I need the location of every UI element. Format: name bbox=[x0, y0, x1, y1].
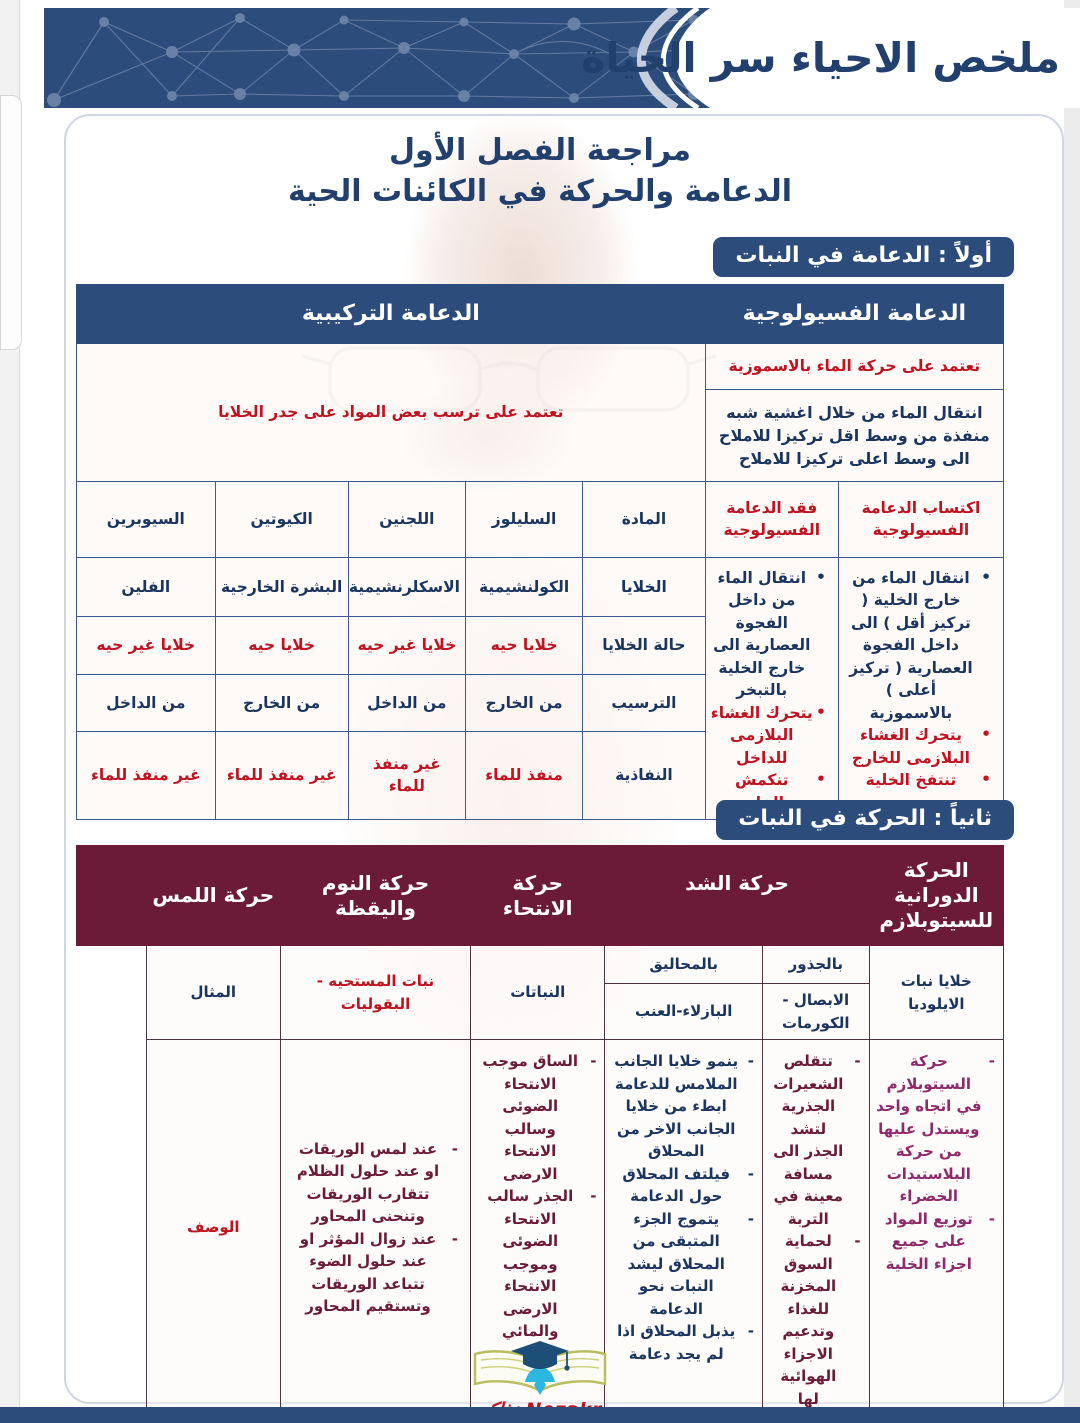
row-label-cell-state: حالة الخلايا bbox=[582, 616, 706, 675]
header-corner-blank bbox=[76, 845, 147, 946]
example-tension-tendrils-value: البازلاء-العنب bbox=[604, 983, 763, 1040]
cell-cutin-state: خلايا حيه bbox=[214, 616, 349, 675]
cell-cutin-permeability: غير منفذ للماء bbox=[214, 730, 349, 821]
description-tension-tendrils: ينمو خلايا الجانب الملامس للدعامة ابطء م… bbox=[604, 1039, 763, 1416]
cell-cellulose-cells: الكولنشيمية bbox=[464, 556, 584, 618]
table1-column-headers-row: اكتساب الدعامة الفسيولوجية فقد الدعامة ا… bbox=[76, 480, 1005, 558]
col-header-cellulose: السليلوز bbox=[464, 480, 584, 558]
section-2-pill: ثانياً : الحركة في النبات bbox=[716, 800, 1014, 840]
header-tension-movement: حركة الشد bbox=[604, 845, 870, 921]
description-tropism: الساق موجب الانتحاء الضوئى وسالب الانتحا… bbox=[470, 1039, 606, 1416]
support-in-plants-table: الدعامة الفسيولوجية الدعامة التركيبية تع… bbox=[76, 284, 1005, 821]
description-tension-roots: تتقلص الشعيرات الجذرية لتشد الجذر الى مس… bbox=[762, 1039, 870, 1416]
page-tab-left bbox=[0, 95, 22, 350]
cell-suberin-cells: الفلين bbox=[76, 556, 216, 618]
col-header-loss-support: فقد الدعامة الفسيولوجية bbox=[704, 480, 839, 558]
loss-support-bullets: انتقال الماء من داخل الفجوة العصارية الى… bbox=[704, 556, 839, 821]
row-label-example: المثال bbox=[145, 945, 281, 1040]
description-touch-sleep: عند لمس الوريقات او عند حلول الظلام تتقا… bbox=[279, 1039, 472, 1416]
example-tension-roots-value: الابصال - الكورمات bbox=[762, 983, 870, 1040]
col-header-lignin: اللجنين bbox=[347, 480, 466, 558]
basis-structural: تعتمد على ترسب بعض المواد على جدر الخلاي… bbox=[76, 342, 706, 482]
footer-strip bbox=[0, 1407, 1080, 1423]
page-edge-right bbox=[1064, 0, 1080, 1423]
row-label-permeability: النفاذية bbox=[582, 730, 706, 821]
cell-lignin-cells: الاسكلرنشيمية bbox=[347, 556, 466, 618]
cell-suberin-deposition: من الداخل bbox=[76, 673, 216, 732]
basis-physiological-detail: انتقال الماء من خلال اغشية شبه منفذة من … bbox=[704, 388, 1005, 482]
example-cyclosis: خلايا نبات الايلوديا bbox=[868, 945, 1005, 1040]
col-header-material: المادة bbox=[582, 480, 706, 558]
document-title-line2: الدعامة والحركة في الكائنات الحية bbox=[287, 174, 793, 210]
cell-cellulose-state: خلايا حيه bbox=[464, 616, 584, 675]
table1-row-permeability: النفاذية منفذ للماء غير منفذ للماء غير م… bbox=[76, 730, 1004, 821]
header-tropism: حركة الانتحاء bbox=[470, 845, 606, 946]
cell-suberin-permeability: غير منفذ للماء bbox=[76, 730, 216, 821]
table1-row-deposition: الترسيب من الخارج من الداخل من الخارج من… bbox=[76, 673, 1004, 732]
table2-example-row-bottom: الابصال - الكورمات البازلاء-العنب bbox=[77, 983, 1004, 1040]
example-tension-tendrils-header: بالمحاليق bbox=[604, 945, 763, 984]
section-1-pill: أولاً : الدعامة في النبات bbox=[713, 237, 1014, 277]
gain-support-bullets: انتقال الماء من خارج الخلية ( تركيز أقل … bbox=[837, 556, 1005, 821]
col-header-cutin: الكيوتين bbox=[214, 480, 349, 558]
header-tension-sub-right bbox=[604, 920, 763, 946]
header-cyclosis: الحركة الدورانية للسيتوبلازم bbox=[868, 845, 1005, 946]
header-touch-movement: حركة اللمس bbox=[145, 845, 281, 946]
table2-description-row: حركة السيتوبلازم في اتجاه واحد ويستدل عل… bbox=[77, 1039, 1005, 1416]
col-header-gain-support: اكتساب الدعامة الفسيولوجية bbox=[837, 480, 1005, 558]
banner-arc-shape bbox=[636, 8, 1080, 108]
cell-cutin-deposition: من الخارج bbox=[214, 673, 349, 732]
table2-example-row-top: خلايا نبات الايلوديا بالجذور بالمحاليق ا… bbox=[77, 945, 1005, 1040]
movement-in-plants-table: الحركة الدورانية للسيتوبلازم حركة الشد ح… bbox=[76, 845, 1005, 1423]
col-header-suberin: السيوبرين bbox=[76, 480, 216, 558]
header-structural-support: الدعامة التركيبية bbox=[76, 284, 706, 344]
table1-basis-detail-row: انتقال الماء من خلال اغشية شبه منفذة من … bbox=[77, 388, 1005, 482]
row-label-cells: الخلايا bbox=[582, 556, 706, 618]
example-touch-sleep: نبات المستحيه - البقوليات bbox=[279, 945, 472, 1040]
header-banner: ملخص الاحياء سر الحياة bbox=[44, 8, 1080, 108]
header-title: ملخص الاحياء سر الحياة bbox=[581, 34, 1060, 82]
table1-basis-row: تعتمد على حركة الماء بالاسموزية تعتمد عل… bbox=[76, 342, 1005, 482]
description-cyclosis: حركة السيتوبلازم في اتجاه واحد ويستدل عل… bbox=[868, 1039, 1005, 1416]
table1-header-row: الدعامة الفسيولوجية الدعامة التركيبية bbox=[76, 284, 1005, 344]
cell-cellulose-deposition: من الخارج bbox=[464, 673, 584, 732]
basis-physiological: تعتمد على حركة الماء بالاسموزية bbox=[704, 342, 1005, 390]
page-edge-left bbox=[0, 0, 20, 1423]
table1-row-cell-state: حالة الخلايا خلايا حيه خلايا غير حيه خلا… bbox=[76, 616, 1004, 675]
cell-lignin-permeability: غير منفذ للماء bbox=[347, 730, 466, 821]
header-tension-sub-left bbox=[762, 920, 870, 946]
document-title-line1: مراجعة الفصل الأول bbox=[389, 133, 691, 168]
header-physiological-support: الدعامة الفسيولوجية bbox=[704, 284, 1005, 344]
header-sleep-wake: حركة النوم واليقظة bbox=[279, 845, 472, 946]
example-tropism: النباتات bbox=[470, 945, 606, 1040]
table1-row-cells: انتقال الماء من خارج الخلية ( تركيز أقل … bbox=[76, 556, 1005, 821]
cell-suberin-state: خلايا غير حيه bbox=[76, 616, 216, 675]
row-label-deposition: الترسيب bbox=[582, 673, 706, 732]
cell-cellulose-permeability: منفذ للماء bbox=[464, 730, 584, 821]
table2-header-row: الحركة الدورانية للسيتوبلازم حركة الشد ح… bbox=[76, 845, 1005, 946]
row-label-description: الوصف bbox=[145, 1039, 281, 1416]
cell-lignin-state: خلايا غير حيه bbox=[347, 616, 466, 675]
cell-lignin-deposition: من الداخل bbox=[347, 673, 466, 732]
cell-cutin-cells: البشرة الخارجية bbox=[214, 556, 349, 618]
example-tension-roots-header: بالجذور bbox=[762, 945, 870, 984]
document-title: مراجعة الفصل الأول الدعامة والحركة في ال… bbox=[0, 130, 1080, 213]
